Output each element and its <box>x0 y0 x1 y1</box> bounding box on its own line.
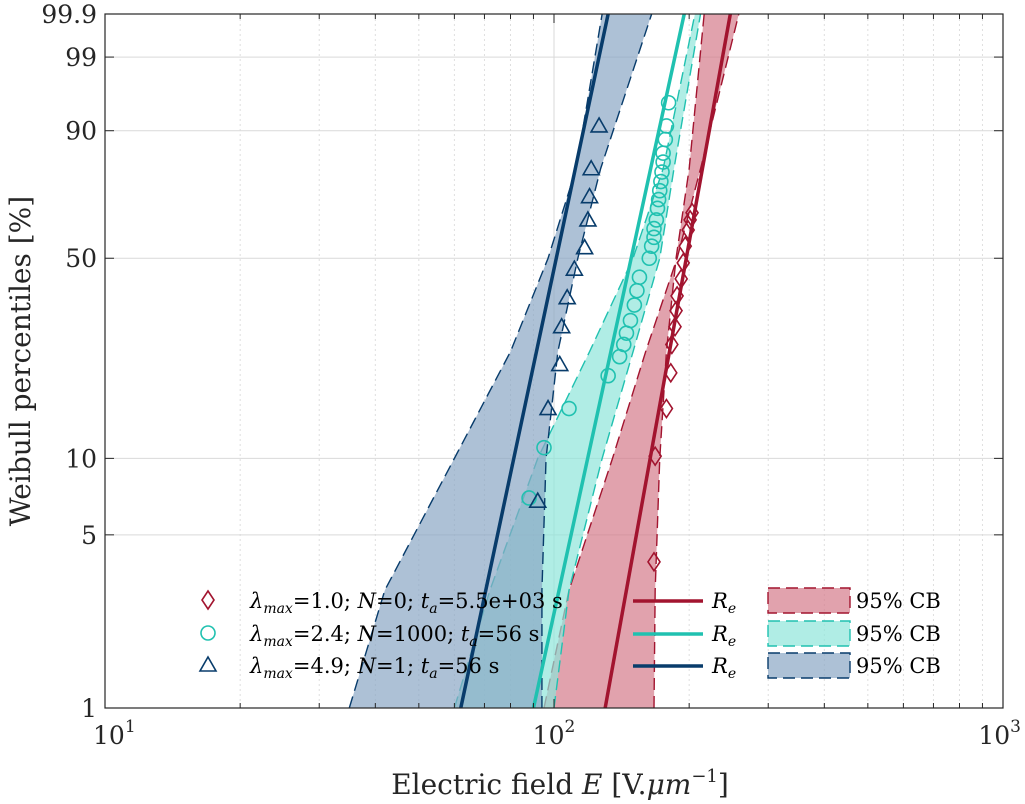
fit-line <box>603 14 733 708</box>
confidence-band <box>543 14 739 708</box>
data-point-circle <box>655 154 671 170</box>
data-point-circle <box>649 200 666 217</box>
data-point-diamond <box>663 362 678 384</box>
y-tick-label: 1 <box>81 694 97 723</box>
data-point-diamond <box>685 202 700 224</box>
legend-band-label: 95% CB <box>856 589 941 613</box>
band-lower-edge <box>553 14 702 708</box>
data-point-circle <box>521 490 537 506</box>
axis-ticks: 1 5 10 50 90 99 99.9 101 102 103 <box>41 0 1021 750</box>
legend-entry-label: λmax=1.0; N=0; ta=5.5e+03 s <box>249 589 563 617</box>
legend: λmax=1.0; N=0; ta=5.5e+03 s Re 95% CB λmax=… <box>198 587 941 682</box>
data-point-diamond <box>676 252 691 274</box>
data-point-circle <box>536 439 552 456</box>
data-point-circle <box>650 191 667 208</box>
data-point-circle <box>660 94 677 111</box>
data-point-triangle <box>589 116 609 133</box>
legend-band-label: 95% CB <box>856 654 941 678</box>
x-tick-label: 101 <box>93 717 136 750</box>
legend-band-swatch <box>767 620 851 647</box>
data-points <box>521 94 700 573</box>
fit-line <box>459 14 610 708</box>
fit-line <box>531 14 686 708</box>
data-point-circle <box>641 250 658 267</box>
data-point-triangle <box>550 354 570 372</box>
data-point-circle <box>651 182 668 199</box>
y-tick-label: 90 <box>65 117 97 146</box>
data-point-triangle <box>564 259 584 276</box>
data-point-diamond <box>674 268 689 290</box>
data-point-diamond <box>664 334 679 355</box>
y-axis-label: Weibull percentiles [%] <box>4 196 37 526</box>
legend-band-swatch <box>767 587 851 614</box>
legend-band-swatch <box>767 652 851 679</box>
data-point-circle <box>200 625 216 641</box>
data-point-circle <box>622 312 639 329</box>
data-point-circle <box>648 212 665 228</box>
legend-fit-label: Re <box>711 622 736 650</box>
data-point-circle <box>643 238 660 254</box>
data-point-circle <box>615 336 632 353</box>
legend-band-label: 95% CB <box>856 622 941 646</box>
fit-lines <box>459 14 733 708</box>
legend-fit-label: Re <box>711 589 736 617</box>
data-point-circle <box>653 173 669 190</box>
data-point-circle <box>654 164 670 180</box>
data-point-triangle <box>580 187 599 204</box>
band-lower-edge <box>541 14 653 708</box>
band-lower-edge <box>653 14 705 708</box>
grid-lines <box>105 14 1003 708</box>
data-point-triangle <box>538 398 558 416</box>
x-axis-label: Electric field E [V.μm−1] <box>391 766 729 801</box>
data-point-circle <box>646 229 662 246</box>
data-point-triangle <box>575 238 594 255</box>
confidence-band <box>349 14 652 708</box>
data-point-circle <box>646 220 662 237</box>
data-point-triangle <box>198 655 218 672</box>
data-point-diamond <box>648 445 663 467</box>
y-tick-label: 99.9 <box>41 0 97 29</box>
data-point-circle <box>561 400 577 417</box>
data-point-diamond <box>201 589 215 611</box>
y-tick-label: 99 <box>65 43 97 72</box>
x-tick-label: 103 <box>978 717 1021 750</box>
data-point-circle <box>658 118 675 134</box>
data-point-diamond <box>669 300 684 322</box>
y-tick-label: 10 <box>65 444 97 473</box>
band-upper-edge <box>543 14 740 708</box>
data-point-triangle <box>552 317 572 334</box>
data-point-diamond <box>647 551 661 573</box>
data-point-circle <box>631 269 648 286</box>
data-point-diamond <box>670 285 685 307</box>
data-point-circle <box>600 367 616 384</box>
x-tick-label: 102 <box>533 717 576 750</box>
y-tick-label: 5 <box>81 521 97 550</box>
data-point-triangle <box>578 210 598 227</box>
data-point-diamond <box>678 235 693 257</box>
legend-entry-label: λmax=2.4; N=1000; ta=56 s <box>249 622 539 650</box>
data-point-triangle <box>528 491 548 508</box>
data-point-diamond <box>668 316 682 338</box>
data-point-diamond <box>683 209 698 231</box>
data-point-triangle <box>581 159 601 176</box>
data-point-diamond <box>659 398 674 419</box>
y-tick-label: 50 <box>65 244 97 273</box>
legend-fit-label: Re <box>711 654 736 682</box>
data-point-triangle <box>557 288 577 305</box>
legend-entry-label: λmax=4.9; N=1; ta=56 s <box>249 654 499 682</box>
